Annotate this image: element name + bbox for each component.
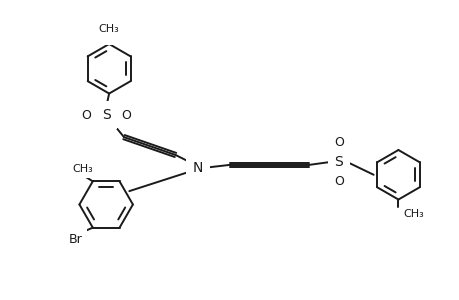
Text: Br: Br — [69, 232, 83, 246]
Text: CH₃: CH₃ — [403, 209, 423, 219]
Text: CH₃: CH₃ — [99, 24, 119, 34]
Text: O: O — [333, 175, 343, 188]
Text: O: O — [333, 136, 343, 148]
Text: N: N — [193, 161, 203, 175]
Text: O: O — [121, 109, 131, 122]
Text: S: S — [101, 108, 110, 122]
Text: S: S — [334, 155, 342, 169]
Text: O: O — [81, 109, 91, 122]
Text: CH₃: CH₃ — [73, 164, 93, 174]
